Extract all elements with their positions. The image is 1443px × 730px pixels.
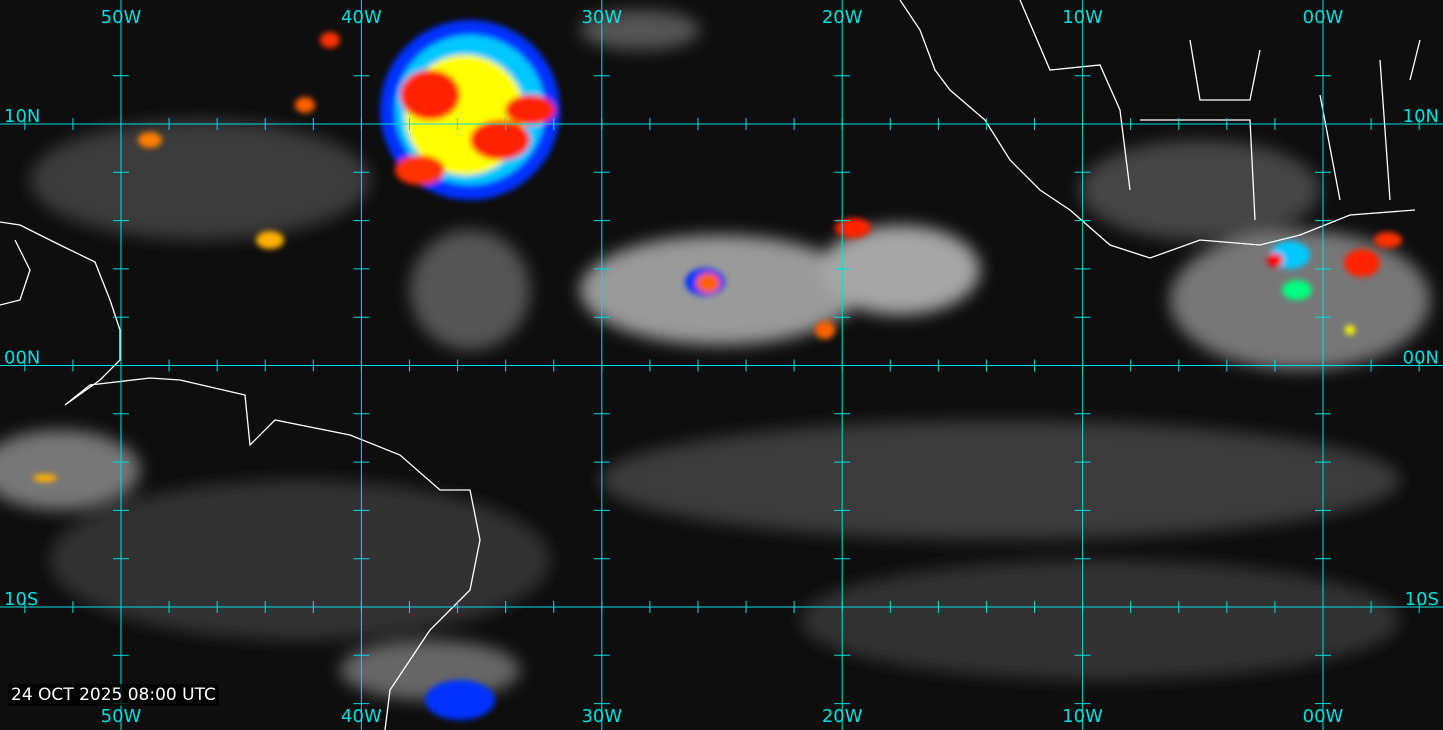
longitude-label-bottom: 30W — [581, 706, 622, 727]
longitude-label-bottom: 20W — [822, 706, 863, 727]
longitude-label-bottom: 40W — [341, 706, 382, 727]
latitude-label-left: 10S — [4, 589, 38, 610]
timestamp-label: 24 OCT 2025 08:00 UTC — [8, 684, 219, 706]
latitude-label-right: 00N — [1403, 348, 1439, 369]
longitude-label-top: 50W — [101, 7, 142, 28]
longitude-label-bottom: 50W — [101, 706, 142, 727]
longitude-label-top: 20W — [822, 7, 863, 28]
latitude-label-left: 10N — [4, 106, 40, 127]
latitude-label-right: 10N — [1403, 106, 1439, 127]
longitude-label-bottom: 00W — [1303, 706, 1344, 727]
convective-cells — [33, 20, 1402, 720]
longitude-label-top: 30W — [581, 7, 622, 28]
cloud-layer — [0, 10, 1430, 700]
longitude-label-top: 10W — [1062, 7, 1103, 28]
latitude-label-left: 00N — [4, 348, 40, 369]
longitude-label-top: 40W — [341, 7, 382, 28]
longitude-label-top: 00W — [1303, 7, 1344, 28]
longitude-label-bottom: 10W — [1062, 706, 1103, 727]
latitude-label-right: 10S — [1405, 589, 1439, 610]
